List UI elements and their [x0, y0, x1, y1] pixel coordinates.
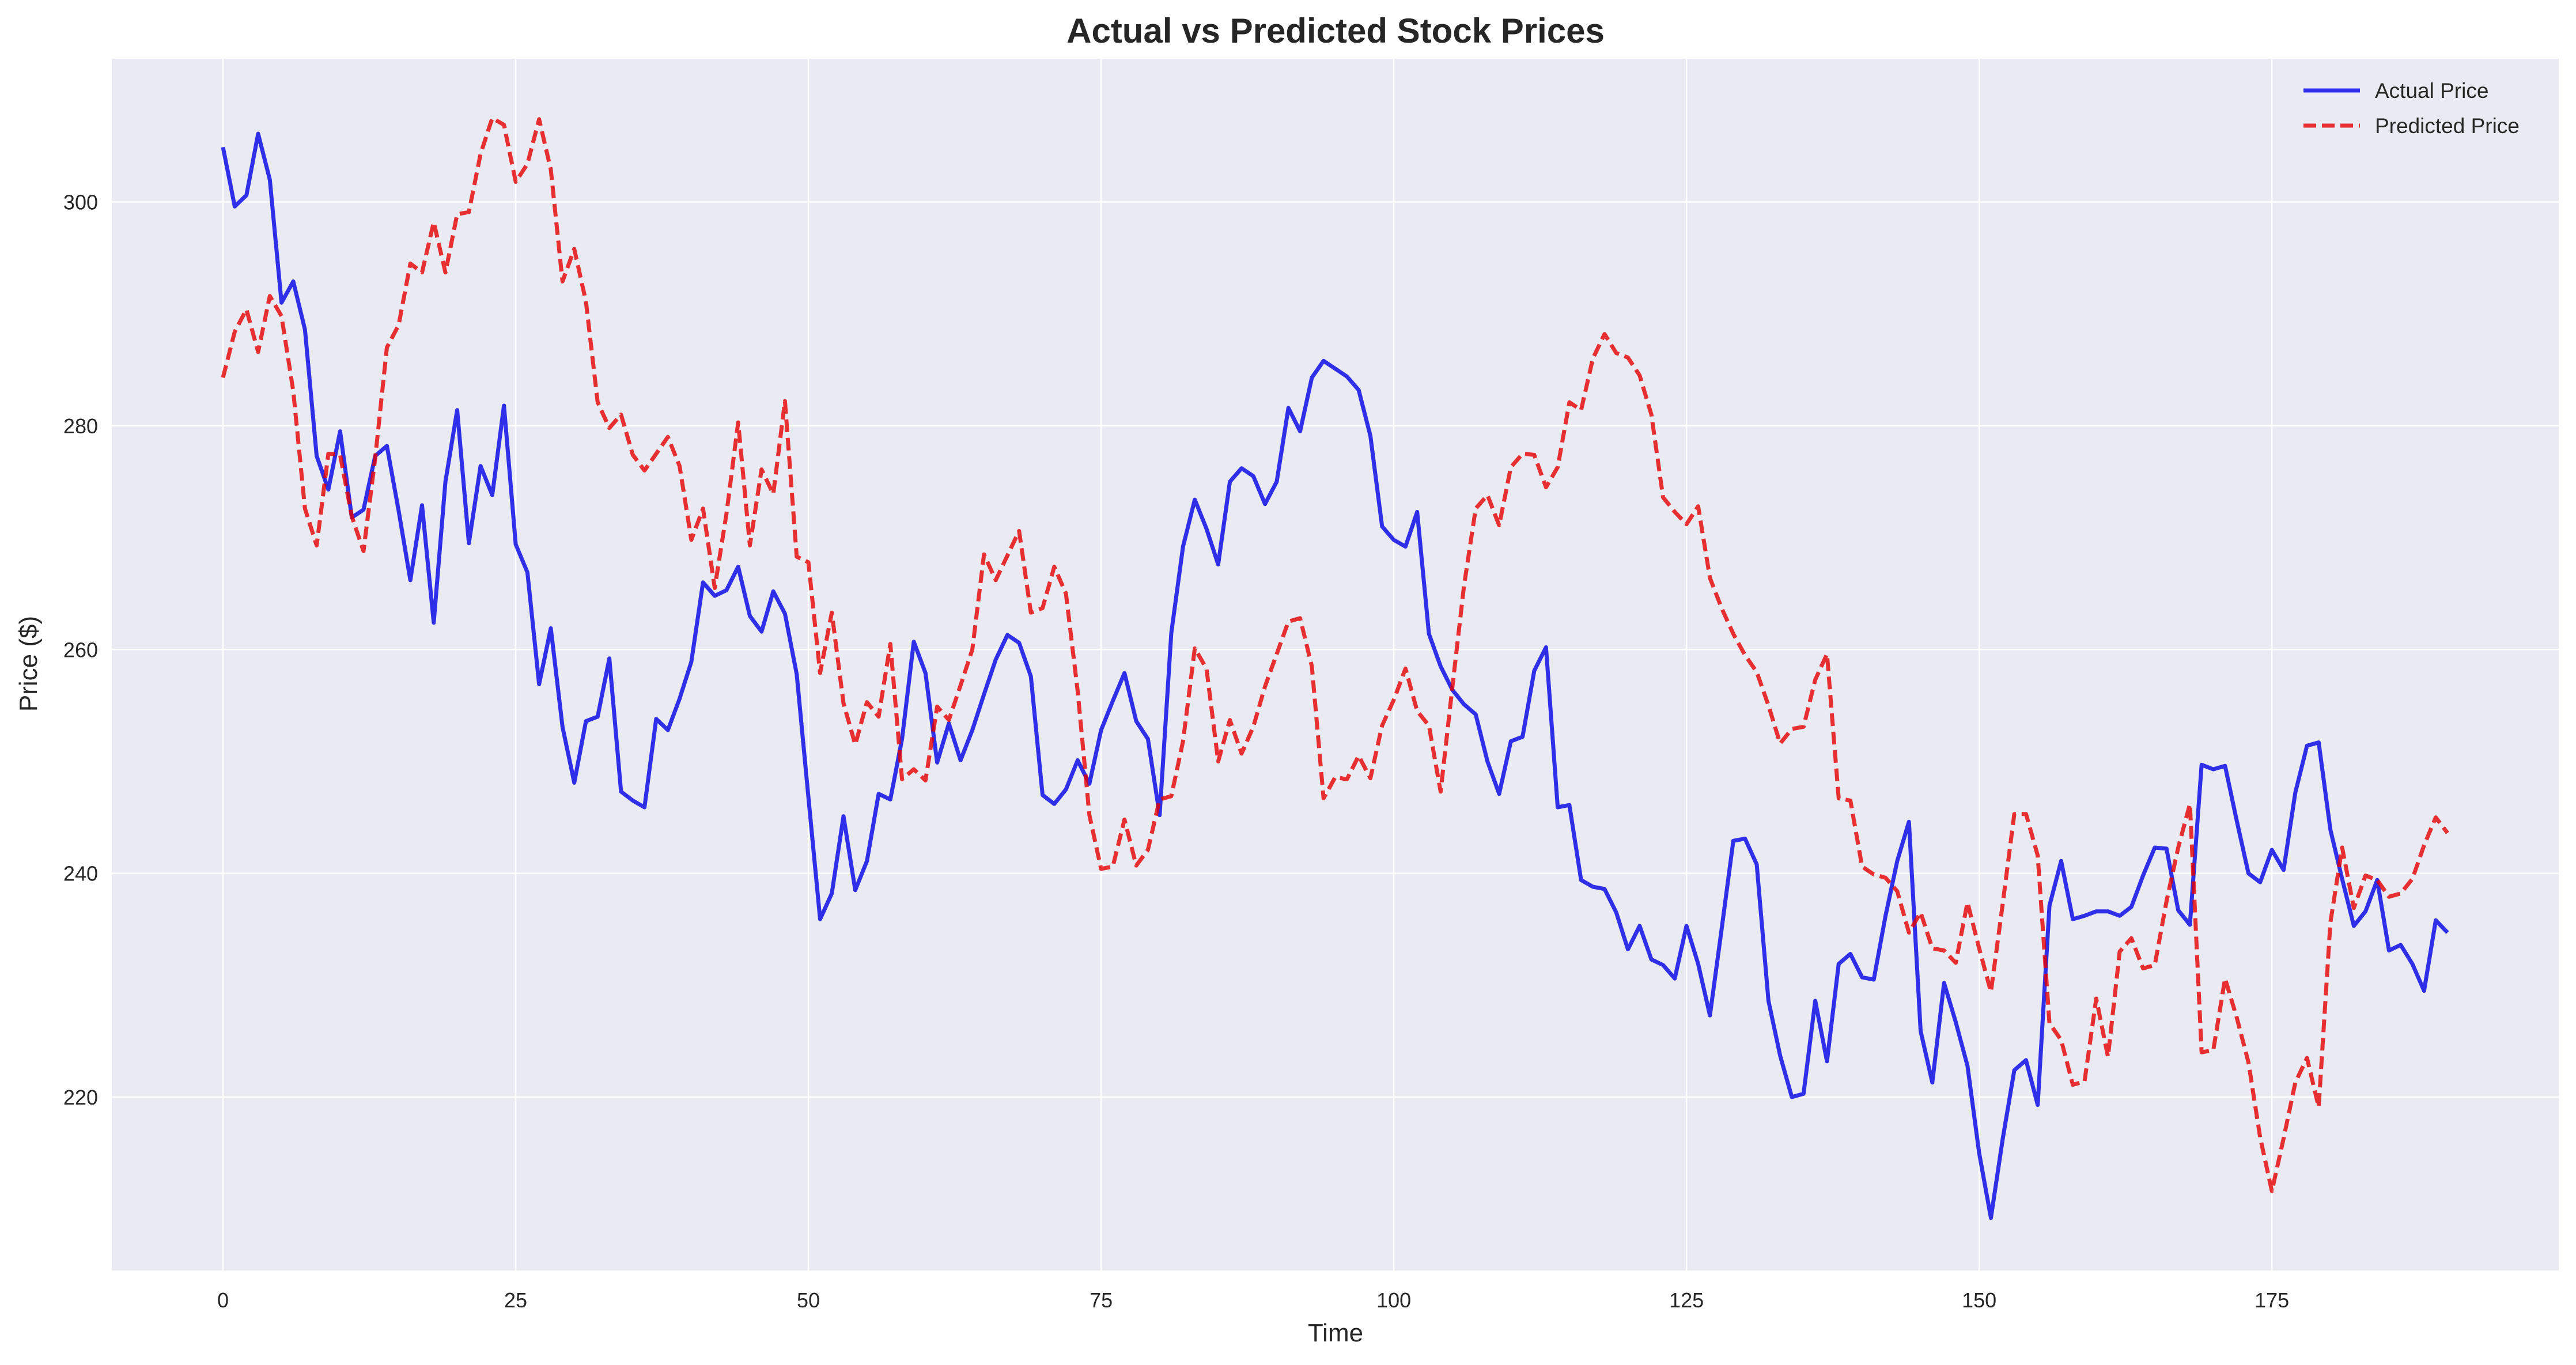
x-tick-labels: 0 25 50 75 100 125 150 175 [217, 1288, 2289, 1312]
y-tick-label: 220 [63, 1086, 98, 1109]
y-tick-label: 300 [63, 191, 98, 214]
predicted-price-line [221, 116, 2449, 1193]
x-tick-label: 0 [217, 1288, 229, 1312]
legend-label-predicted: Predicted Price [2375, 114, 2520, 138]
x-axis-label: Time [1308, 1319, 1363, 1347]
legend: Actual Price Predicted Price [2303, 79, 2520, 138]
plot-background [112, 59, 2559, 1271]
x-tick-label: 175 [2255, 1288, 2289, 1312]
actual-price-line [221, 131, 2449, 1220]
x-tick-label: 100 [1376, 1288, 1411, 1312]
legend-label-actual: Actual Price [2375, 79, 2488, 103]
x-tick-label: 125 [1669, 1288, 1704, 1312]
chart-title: Actual vs Predicted Stock Prices [1066, 12, 1605, 50]
y-axis-label: Price ($) [14, 616, 43, 712]
series-lines [221, 116, 2449, 1220]
y-tick-label: 240 [63, 862, 98, 886]
x-tick-label: 150 [1962, 1288, 1996, 1312]
y-tick-labels: 220 240 260 280 300 [63, 191, 98, 1109]
x-tick-label: 25 [504, 1288, 527, 1312]
x-tick-label: 75 [1090, 1288, 1113, 1312]
grid-lines [112, 59, 2559, 1271]
y-tick-label: 260 [63, 638, 98, 661]
x-tick-label: 50 [797, 1288, 820, 1312]
y-tick-label: 280 [63, 414, 98, 438]
